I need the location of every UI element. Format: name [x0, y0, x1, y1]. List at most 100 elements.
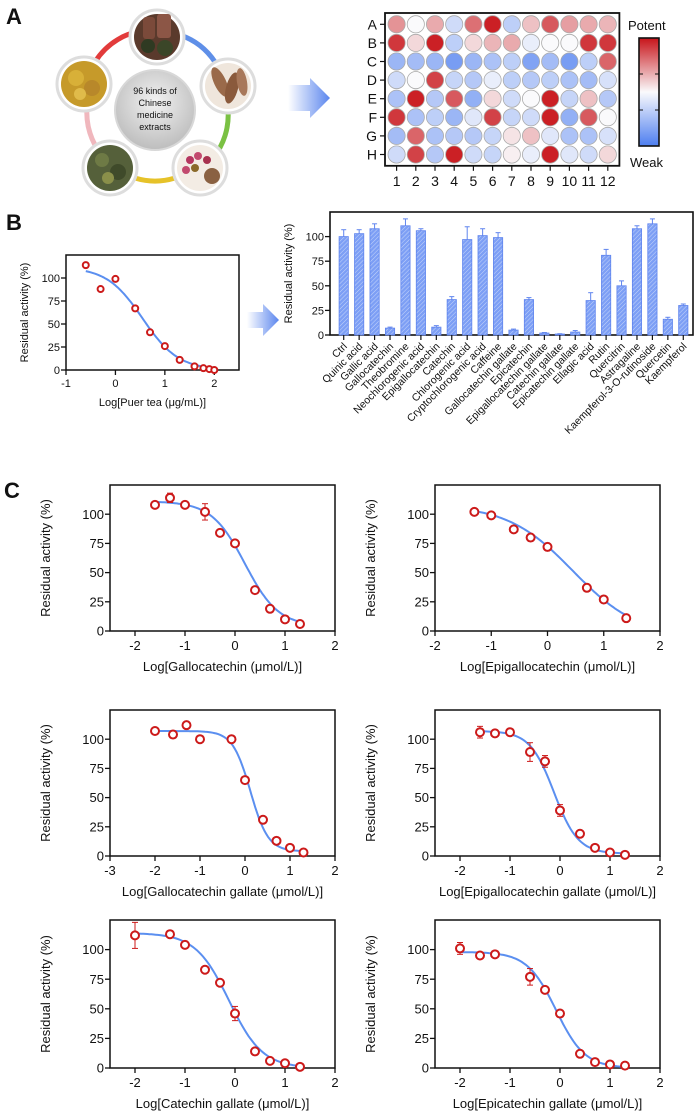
data-point	[180, 499, 190, 510]
row-label: F	[368, 109, 377, 125]
heatmap-well	[598, 108, 617, 127]
y-tick-label: 25	[312, 305, 324, 317]
data-point	[598, 594, 609, 605]
y-tick-label: 25	[415, 1031, 429, 1046]
x-tick-label: 0	[231, 638, 238, 653]
heatmap-well	[598, 89, 617, 108]
heatmap-well	[579, 71, 598, 90]
heatmap-well	[387, 145, 406, 164]
y-tick-label: 50	[90, 1001, 104, 1016]
heatmap-well	[541, 15, 560, 34]
col-label: 5	[470, 173, 478, 189]
data-point	[230, 1008, 240, 1019]
heatmap-well	[579, 15, 598, 34]
fit-curve	[480, 730, 625, 855]
y-tick-label: 50	[415, 790, 429, 805]
bar	[384, 327, 396, 336]
heatmap-well	[579, 33, 598, 52]
col-label: 8	[527, 173, 535, 189]
heatmap-well	[406, 52, 425, 71]
heatmap-well	[560, 89, 579, 108]
x-axis-title: Log[Epicatechin gallate (μmol/L)]	[453, 1096, 643, 1111]
row-label: E	[368, 91, 377, 107]
col-label: 6	[489, 173, 497, 189]
y-axis-title: Residual activity (%)	[38, 724, 53, 842]
heatmap-well	[464, 71, 483, 90]
data-point	[130, 930, 140, 941]
heatmap-well	[541, 52, 560, 71]
x-tick-label: 0	[556, 1075, 563, 1090]
data-point	[581, 582, 592, 593]
x-tick-label: 2	[656, 638, 663, 653]
heatmap-well	[387, 52, 406, 71]
heatmap-well	[406, 15, 425, 34]
heatmap-well	[483, 145, 502, 164]
data-point	[295, 1061, 305, 1072]
data-point	[181, 720, 192, 731]
bar	[508, 329, 519, 336]
x-tick-label: 1	[281, 1075, 288, 1090]
center-badge	[114, 69, 196, 151]
col-label: 7	[508, 173, 516, 189]
data-point	[265, 603, 275, 614]
data-point	[486, 510, 497, 521]
epigallocatechin-chart: 0 25 50 75 100 -2 -1 0 1 2 Log[Epigallocatechin (μ…	[363, 484, 664, 674]
center-text-line-3: medicine	[137, 110, 173, 120]
heatmap-well	[483, 126, 502, 145]
data-point	[525, 971, 535, 982]
y-tick-label: 25	[48, 342, 60, 354]
y-tick-label: 100	[407, 732, 429, 747]
heatmap-well	[387, 71, 406, 90]
data-point	[525, 747, 535, 758]
x-tick-label: -1	[179, 1075, 191, 1090]
y-tick-label: 0	[97, 624, 104, 639]
colorbar-max-label: Potent	[628, 18, 666, 33]
heatmap-well	[387, 89, 406, 108]
heatmap-well	[502, 126, 521, 145]
heatmap-well	[598, 15, 617, 34]
gallocatechin-chart: 0 25 50 75 100 -2 -1 0 1 2 Log[Gallocatechin (μmol…	[38, 484, 339, 674]
heatmap-well	[464, 126, 483, 145]
row-label: A	[368, 16, 378, 32]
heatmap-well	[483, 108, 502, 127]
y-tick-label: 50	[90, 790, 104, 805]
y-tick-label: 100	[306, 232, 324, 244]
heatmap-well	[579, 126, 598, 145]
heatmap-well	[502, 15, 521, 34]
x-tick-label: 1	[606, 863, 613, 878]
x-axis-title: Log[Catechin gallate (μmol/L)]	[136, 1096, 310, 1111]
heatmap-well	[483, 71, 502, 90]
col-label: 3	[431, 173, 439, 189]
x-axis-title: Log[Puer tea (μg/mL)]	[99, 397, 206, 409]
y-tick-label: 50	[312, 281, 324, 293]
heatmap-well	[502, 71, 521, 90]
data-point	[258, 814, 268, 825]
y-tick-label: 75	[415, 536, 429, 551]
col-label: 1	[393, 173, 401, 189]
plot-frame	[109, 919, 336, 1069]
heatmap-well	[445, 52, 464, 71]
photo-pu-erh-tea	[128, 8, 186, 66]
heatmap-well	[483, 89, 502, 108]
heatmap-well	[406, 108, 425, 127]
fit-curve	[460, 951, 626, 1068]
heatmap-well	[464, 52, 483, 71]
y-tick-label: 0	[97, 849, 104, 864]
x-tick-label: -2	[129, 1075, 141, 1090]
bar	[631, 228, 643, 336]
data-point	[146, 328, 155, 337]
heatmap-well	[445, 33, 464, 52]
x-axis-title: Log[Gallocatechin gallate (μmol/L)]	[122, 884, 323, 899]
center-text-line-2: Chinese	[138, 98, 171, 108]
bar	[523, 299, 534, 336]
heatmap-well	[521, 71, 540, 90]
x-tick-label: 2	[656, 863, 663, 878]
data-point	[575, 1048, 585, 1059]
y-tick-label: 100	[82, 942, 104, 957]
arrow-right-icon	[247, 304, 279, 336]
data-point	[150, 499, 160, 510]
heatmap-well	[598, 145, 617, 164]
data-point	[230, 538, 240, 549]
data-point	[455, 943, 465, 954]
colorbar-min-label: Weak	[630, 155, 663, 170]
